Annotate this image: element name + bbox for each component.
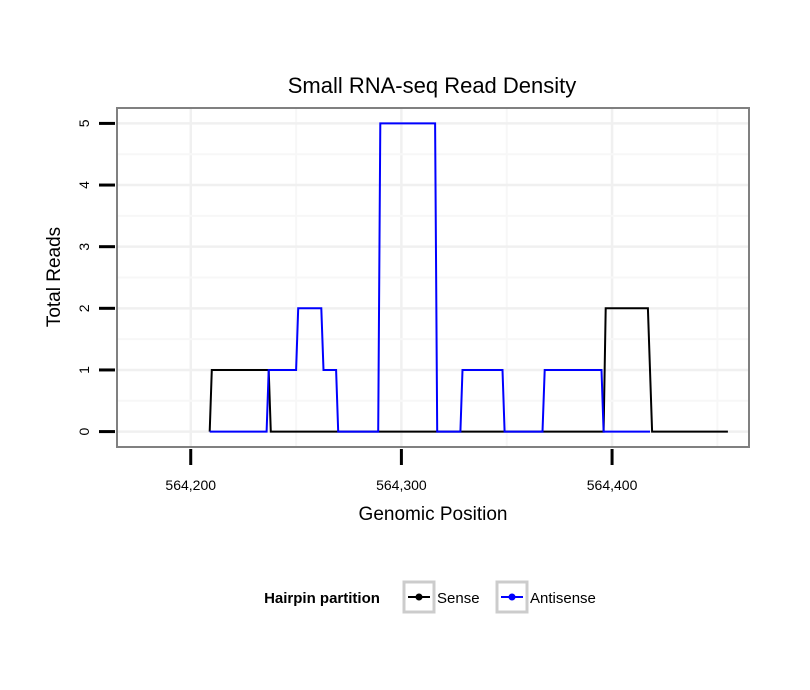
series-line-antisense [209,122,650,433]
y-axis-title: Total Reads [44,227,65,327]
plot-panel-border [116,107,750,448]
y-tick-label: 4 [76,181,92,189]
legend-title: Hairpin partition [264,590,380,607]
x-axis-title: Genomic Position [359,504,508,525]
y-tick-label: 2 [76,304,92,312]
y-tick-label: 1 [76,366,92,374]
x-tick-label: 564,400 [587,477,638,493]
legend-key-point-antisense [508,593,516,601]
x-tick-label: 564,200 [165,477,216,493]
y-axis: 0 1 2 3 4 5 [76,119,115,435]
x-tick-label: 564,300 [376,477,427,493]
legend-key-point-sense [415,593,423,601]
series-layer [208,122,728,433]
y-tick-label: 3 [76,243,92,251]
y-tick-label: 0 [76,427,92,435]
legend-label-antisense: Antisense [530,590,596,607]
legend-label-sense: Sense [437,590,480,607]
x-axis: 564,200 564,300 564,400 [165,449,638,493]
y-tick-label: 5 [76,119,92,127]
legend: Hairpin partition Sense Antisense [264,580,596,614]
chart-title: Small RNA-seq Read Density [288,73,577,98]
